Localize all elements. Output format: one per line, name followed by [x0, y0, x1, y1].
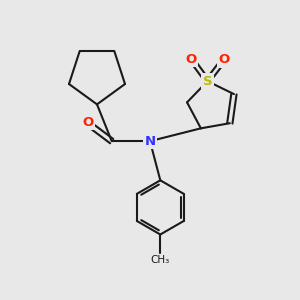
Text: O: O	[218, 53, 229, 67]
Text: O: O	[186, 52, 197, 66]
Text: S: S	[203, 75, 212, 88]
Text: CH₃: CH₃	[151, 255, 170, 265]
Text: O: O	[82, 116, 94, 128]
Text: N: N	[144, 135, 156, 148]
